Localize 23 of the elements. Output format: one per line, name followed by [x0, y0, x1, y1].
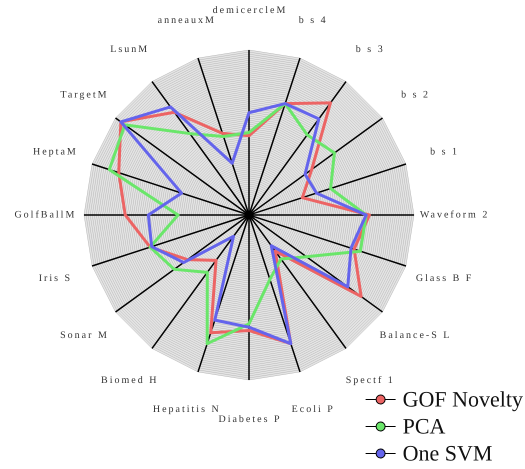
spoke-label: b s 2	[401, 89, 430, 100]
spoke-label: Diabetes P	[218, 414, 282, 426]
spoke-label: LsunM	[110, 44, 150, 56]
spoke-label: Sonar M	[60, 330, 109, 341]
legend-label: One SVM	[402, 440, 492, 466]
spoke-label: Waveform 2	[420, 210, 490, 221]
spoke-label: anneauxM	[158, 15, 216, 26]
spoke-label: Biomed H	[101, 375, 158, 386]
spoke-label: GolfBallM	[14, 210, 76, 221]
spoke-label: TargetM	[60, 89, 109, 100]
spoke-label: Spectf 1	[346, 375, 395, 386]
spoke-label: b s 4	[298, 15, 328, 26]
spoke-label: b s 1	[430, 146, 460, 158]
legend-label: PCA	[402, 413, 446, 438]
spoke-label: HeptaM	[33, 146, 78, 158]
spoke-label: Glass B F	[416, 272, 474, 284]
legend-label: GOF Novelty	[402, 386, 524, 412]
spoke-label: Balance-S L	[380, 330, 452, 341]
spoke-label: Ecoli P	[292, 404, 335, 416]
spoke-label: demicercleM	[212, 5, 288, 16]
spoke-label: Hepatitis N	[152, 404, 221, 416]
spoke-label: Iris S	[38, 272, 72, 284]
spoke-label: b s 3	[356, 44, 385, 56]
